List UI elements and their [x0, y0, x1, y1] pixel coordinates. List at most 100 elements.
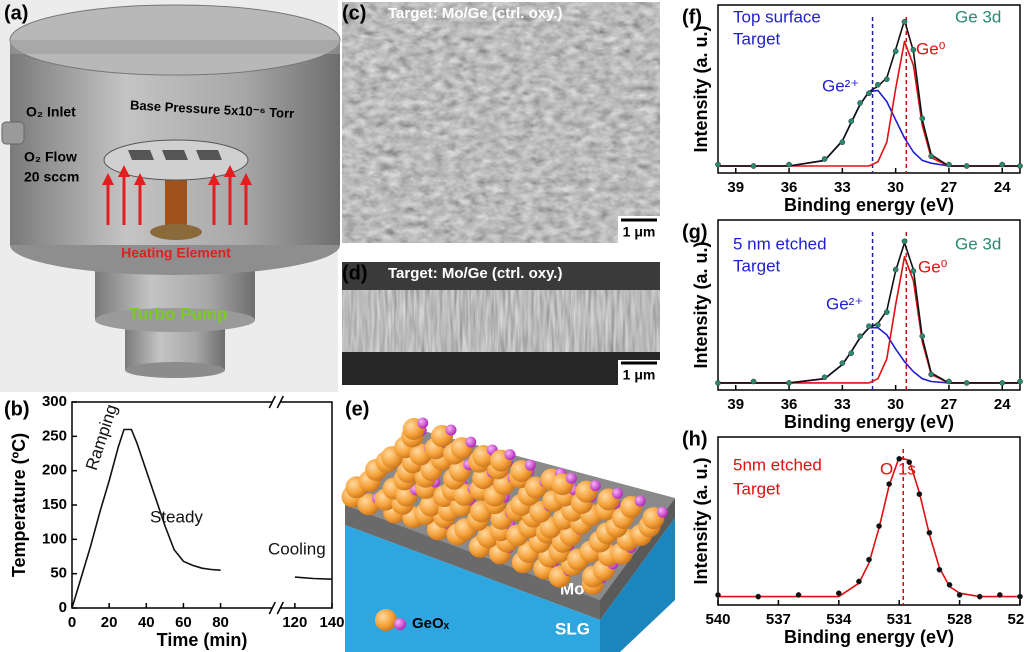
- data-point: [857, 100, 863, 106]
- y-axis-label: Temperature (ºC): [9, 433, 29, 577]
- image-title: Target: Mo/Ge (ctrl. oxy.): [388, 265, 562, 282]
- annotation: Ge⁰: [918, 257, 948, 276]
- heater-rod: [165, 172, 187, 232]
- data-point: [839, 360, 846, 366]
- x-tick-label: 534: [826, 611, 852, 628]
- data-point: [848, 118, 855, 125]
- annotation: 5nm etched: [733, 455, 822, 474]
- y-axis-label: Intensity (a. u.): [691, 457, 711, 584]
- geox-ball-small: [656, 506, 668, 518]
- x-tick-label: 140: [319, 614, 344, 631]
- data-point: [750, 163, 757, 169]
- annotation: Target: [733, 256, 781, 275]
- sem-cross-section: 1 μm (d) Target: Mo/Ge (ctrl. oxy.): [342, 262, 660, 385]
- x-tick-label: 27: [941, 396, 958, 413]
- o2-inlet-label: O₂ Inlet: [26, 104, 76, 120]
- data-point: [916, 491, 923, 497]
- data-point: [886, 481, 892, 487]
- y-axis-label: Intensity (a. u.): [691, 241, 711, 368]
- mo-layer: [342, 290, 660, 352]
- y-axis-label: Intensity (a. u.): [691, 25, 711, 152]
- annotation: 5 nm etched: [733, 234, 827, 253]
- x-tick-label: 30: [887, 179, 904, 196]
- x-tick-label: 525: [1007, 611, 1024, 628]
- data-point: [946, 581, 953, 588]
- data-point: [883, 76, 890, 83]
- geox-ball-small: [417, 417, 429, 429]
- y-tick-label: 250: [42, 427, 67, 444]
- plot-frame: [717, 4, 1021, 174]
- scale-bar-label: 1 μm: [623, 224, 656, 240]
- x-tick-label: 27: [941, 179, 958, 196]
- pump-bottom: [95, 308, 255, 332]
- data-point: [910, 46, 917, 53]
- x-tick-label: 30: [887, 396, 904, 413]
- data-point: [910, 268, 917, 274]
- plot-frame: [717, 219, 1021, 391]
- annotation: Target: [733, 479, 781, 498]
- data-point: [839, 139, 846, 146]
- panel-label: (b): [4, 398, 30, 420]
- data-point: [857, 333, 863, 340]
- geox-ball-small: [504, 449, 516, 461]
- data-point: [936, 566, 943, 573]
- data-point: [821, 156, 828, 162]
- data-point: [892, 48, 899, 55]
- x-tick-label: 33: [834, 396, 851, 413]
- x-tick-label: 531: [887, 611, 912, 628]
- legend-label: GeOₓ: [412, 615, 450, 632]
- x-tick-label: 537: [766, 611, 791, 628]
- geox-ball-small: [565, 472, 577, 484]
- geox-ball-small: [445, 424, 457, 436]
- data-point: [1017, 163, 1023, 169]
- heater-base: [150, 224, 202, 240]
- flow-rate-label: 20 sccm: [24, 169, 79, 185]
- data-point: [876, 523, 882, 529]
- axis-break-gap: [272, 602, 281, 614]
- mo-front: [345, 505, 600, 620]
- x-axis-label: Binding energy (eV): [784, 195, 954, 215]
- axis-break: [268, 601, 284, 615]
- x-tick-label: 540: [705, 611, 730, 628]
- data-point: [901, 18, 908, 25]
- y-tick-label: 100: [42, 530, 67, 547]
- x-tick-label: 120: [282, 614, 307, 631]
- data-point: [963, 380, 970, 386]
- data-point: [755, 593, 762, 600]
- panel-label: (c): [342, 2, 366, 24]
- x-axis-label: Binding energy (eV): [784, 627, 954, 647]
- y-tick-label: 300: [42, 393, 67, 410]
- annotation: Ge²⁺: [826, 294, 863, 313]
- data-point: [896, 455, 903, 462]
- x-tick-label: 24: [994, 179, 1011, 196]
- geox-ball-small: [589, 480, 601, 492]
- geox-ball-small: [465, 436, 477, 448]
- y-tick-label: 150: [42, 496, 67, 513]
- data-point: [906, 459, 913, 466]
- data-point: [821, 374, 828, 381]
- data-point: [946, 161, 952, 168]
- panel-label: (h): [682, 428, 708, 450]
- x-tick-label: 80: [212, 614, 229, 631]
- x-tick-label: 39: [727, 179, 744, 196]
- data-point: [997, 592, 1003, 598]
- data-point: [786, 161, 792, 168]
- data-line: [718, 40, 1020, 167]
- y-tick-label: 200: [42, 462, 67, 479]
- data-point: [1017, 593, 1023, 600]
- data-point: [1017, 378, 1023, 385]
- data-line: [71, 428, 333, 609]
- o2-inlet-port: [1, 121, 25, 145]
- annotation: Ge²⁺: [822, 76, 859, 95]
- o2-flow-label: O₂ Flow: [24, 149, 77, 165]
- legend-ball-small: [394, 618, 406, 630]
- x-tick-label: 60: [175, 614, 192, 631]
- data-point: [856, 578, 862, 585]
- data-point: [875, 81, 881, 88]
- chamber-rim: [10, 40, 340, 54]
- image-title: Target: Mo/Ge (ctrl. oxy.): [388, 5, 562, 22]
- annotation: Cooling: [268, 539, 326, 558]
- annotation: O 1s: [880, 459, 916, 478]
- annotation: Ge 3d: [955, 7, 1001, 26]
